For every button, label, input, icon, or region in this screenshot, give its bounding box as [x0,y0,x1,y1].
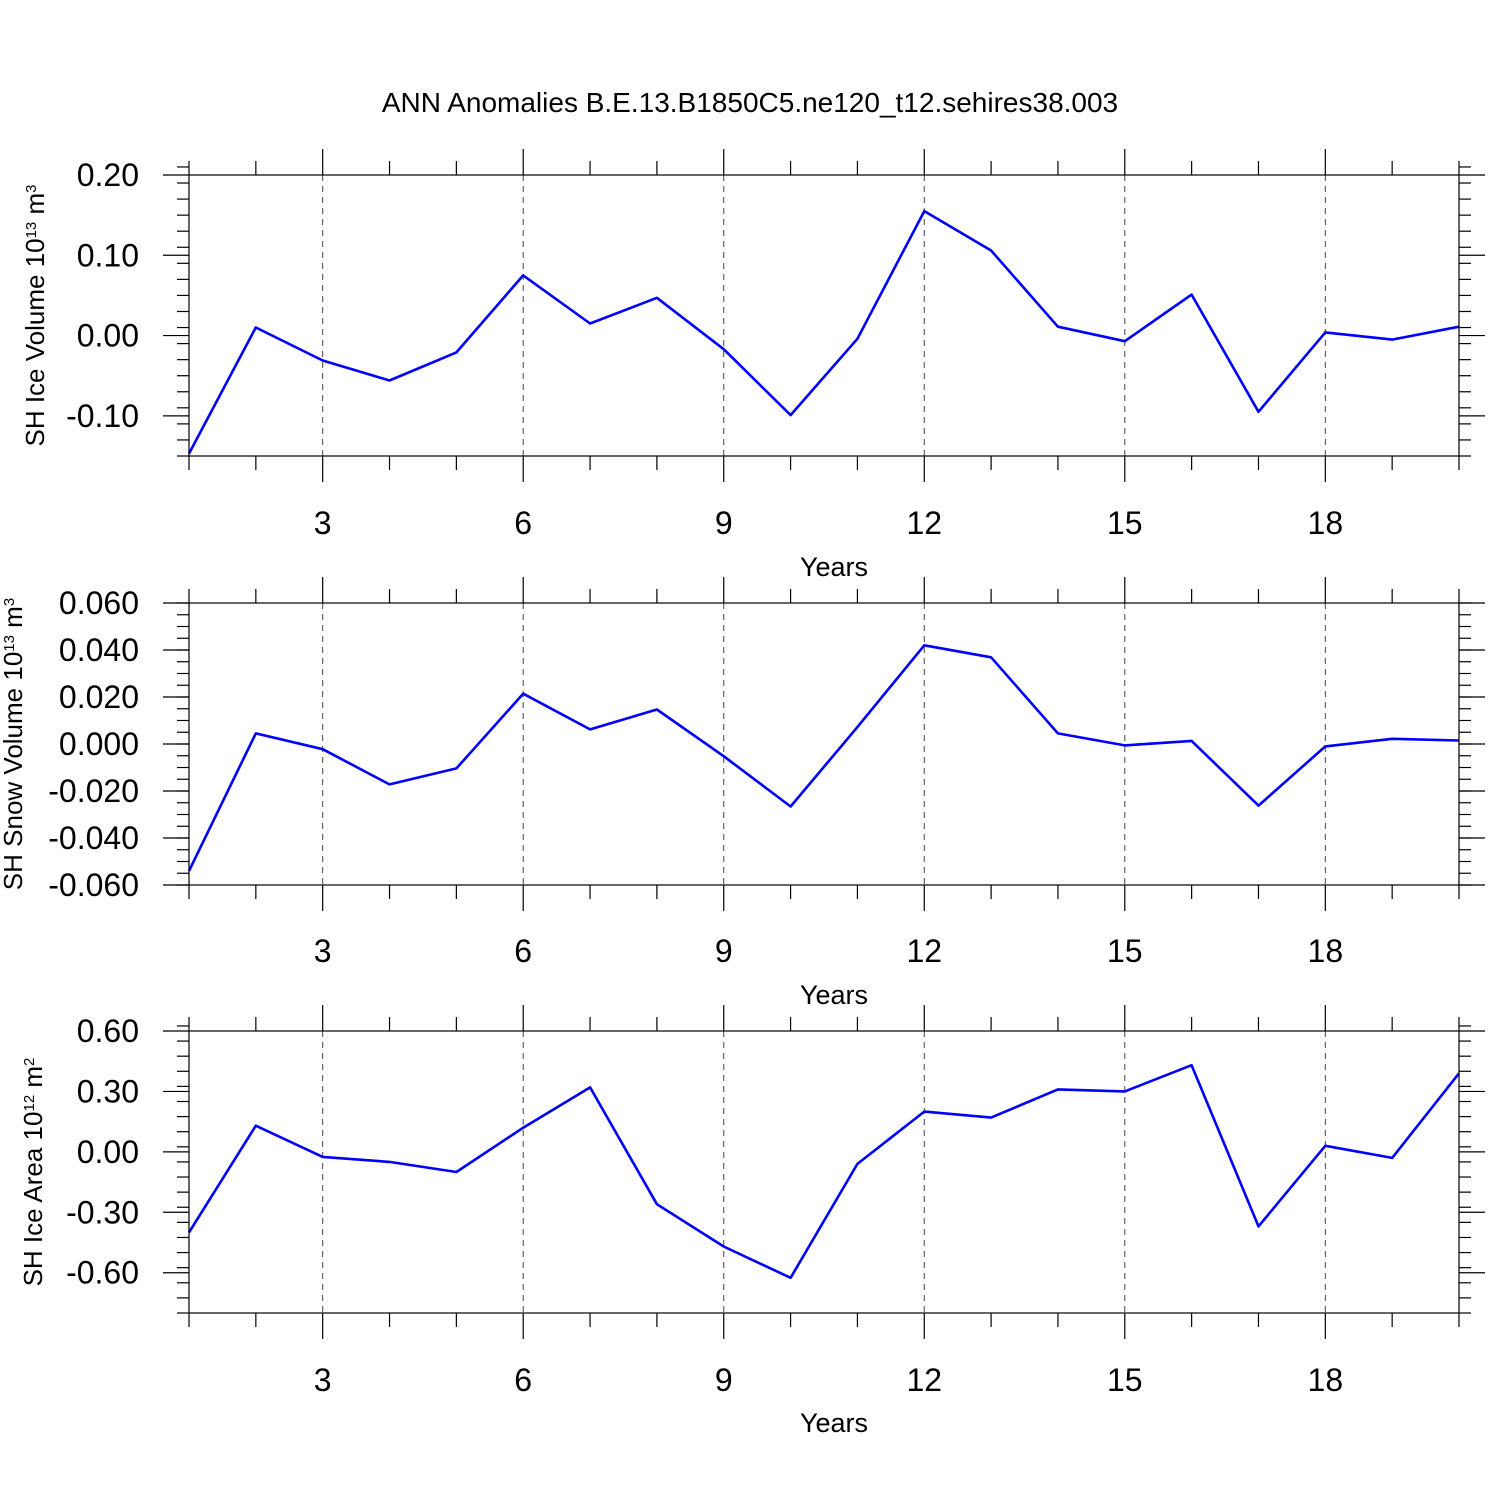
x-tick-label: 9 [715,933,733,969]
y-axis-label: SH Ice Area 1012 m2 [18,1058,48,1287]
x-tick-label: 12 [906,1362,942,1398]
panel-2: 0.060 0.040 0.020 0.000 -0.020 -0.040 -0.060 3 6… [0,577,1485,1010]
x-tick-label: 9 [715,1362,733,1398]
y-tick-label: -0.060 [48,867,139,903]
x-axis-label: Years [800,980,868,1010]
plot-frame [188,1030,1460,1314]
panel-3: 0.60 0.30 0.00 -0.30 -0.60 3 6 9 12 15 18 Years SH I… [18,1005,1485,1438]
y-tick-label: -0.60 [66,1255,139,1291]
panel-1: 0.20 0.10 0.00 -0.10 3 6 9 12 15 18 Years SH Ice Vo… [20,149,1485,582]
y-axis-label-text: SH Ice Volume 10 [20,238,50,446]
y-tick-label: -0.30 [66,1194,139,1230]
y-axis-label-superscript: 13 [23,222,40,239]
y-tick-label: 0.000 [59,726,139,762]
x-tick-label: 18 [1308,1362,1344,1398]
y-axis-label-superscript: 3 [23,184,40,192]
y-axis-label-superscript: 3 [1,598,18,606]
y-tick-label: 0.10 [77,237,139,273]
x-tick-label: 3 [314,1362,332,1398]
x-tick-label: 18 [1308,933,1344,969]
x-tick-label: 18 [1308,505,1344,541]
x-tick-label: 3 [314,933,332,969]
y-tick-label: 0.020 [59,679,139,715]
x-tick-label: 12 [906,933,942,969]
x-tick-label: 6 [514,1362,532,1398]
y-tick-label: -0.10 [66,398,139,434]
x-tick-label: 9 [715,505,733,541]
x-tick-label: 15 [1107,1362,1143,1398]
y-tick-label: 0.040 [59,632,139,668]
series-line [187,209,1460,455]
y-axis-label: SH Ice Volume 1013 m3 [20,184,50,446]
y-tick-label: -0.020 [48,773,139,809]
y-axis-label-text: m [18,1066,48,1095]
x-tick-label: 12 [906,505,942,541]
y-axis-label: SH Snow Volume 1013 m3 [0,598,28,890]
plot-frame [188,174,1460,457]
chart-title: ANN Anomalies B.E.13.B1850C5.ne120_t12.s… [382,87,1118,118]
y-tick-label: 0.060 [59,585,139,621]
y-axis-label-superscript: 13 [1,635,18,652]
y-axis-label-superscript: 2 [21,1058,38,1066]
x-tick-label: 15 [1107,933,1143,969]
y-tick-label: 0.00 [77,1134,139,1170]
x-tick-label: 3 [314,505,332,541]
x-axis-label: Years [800,1408,868,1438]
series-line [187,643,1460,872]
y-axis-label-text: m [0,606,28,635]
y-tick-label: 0.20 [77,157,139,193]
x-tick-label: 6 [514,505,532,541]
plot-frame [188,602,1460,886]
y-axis-label-text: SH Snow Volume 10 [0,652,28,890]
y-tick-label: 0.30 [77,1073,139,1109]
y-axis-label-text: m [20,193,50,222]
series-line [187,1063,1461,1280]
y-axis-label-text: SH Ice Area 10 [18,1112,48,1287]
y-tick-label: 0.60 [77,1013,139,1049]
x-tick-label: 15 [1107,505,1143,541]
y-axis-label-superscript: 12 [21,1095,38,1112]
x-axis-label: Years [800,552,868,582]
y-tick-label: 0.00 [77,318,139,354]
y-tick-label: -0.040 [48,820,139,856]
x-tick-label: 6 [514,933,532,969]
